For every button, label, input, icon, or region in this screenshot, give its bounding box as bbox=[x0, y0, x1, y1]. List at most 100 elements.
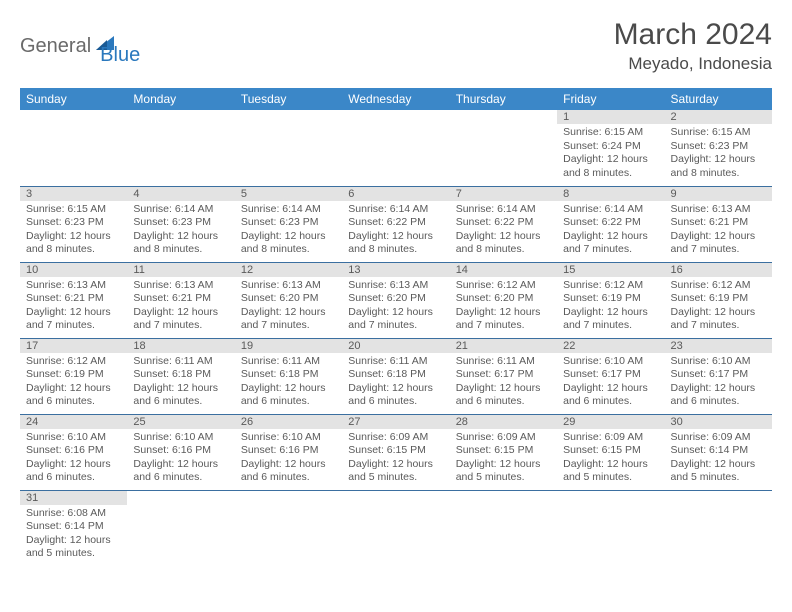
day-number: 28 bbox=[450, 415, 557, 429]
calendar-day-cell: 22Sunrise: 6:10 AMSunset: 6:17 PMDayligh… bbox=[557, 338, 664, 414]
location: Meyado, Indonesia bbox=[614, 54, 772, 74]
day-details: Sunrise: 6:11 AMSunset: 6:18 PMDaylight:… bbox=[342, 353, 449, 414]
calendar-week-row: 24Sunrise: 6:10 AMSunset: 6:16 PMDayligh… bbox=[20, 414, 772, 490]
calendar-day-cell: 21Sunrise: 6:11 AMSunset: 6:17 PMDayligh… bbox=[450, 338, 557, 414]
day-number: 8 bbox=[557, 187, 664, 201]
title-block: March 2024 Meyado, Indonesia bbox=[614, 18, 772, 74]
calendar-day-cell: 5Sunrise: 6:14 AMSunset: 6:23 PMDaylight… bbox=[235, 186, 342, 262]
calendar-day-cell: 27Sunrise: 6:09 AMSunset: 6:15 PMDayligh… bbox=[342, 414, 449, 490]
calendar-day-cell bbox=[235, 490, 342, 566]
calendar-day-cell: 13Sunrise: 6:13 AMSunset: 6:20 PMDayligh… bbox=[342, 262, 449, 338]
calendar-week-row: 3Sunrise: 6:15 AMSunset: 6:23 PMDaylight… bbox=[20, 186, 772, 262]
day-details: Sunrise: 6:13 AMSunset: 6:20 PMDaylight:… bbox=[235, 277, 342, 338]
calendar-day-cell: 26Sunrise: 6:10 AMSunset: 6:16 PMDayligh… bbox=[235, 414, 342, 490]
weekday-header: Friday bbox=[557, 88, 664, 110]
calendar-day-cell bbox=[450, 490, 557, 566]
day-number: 16 bbox=[665, 263, 772, 277]
calendar-day-cell: 29Sunrise: 6:09 AMSunset: 6:15 PMDayligh… bbox=[557, 414, 664, 490]
calendar-day-cell: 15Sunrise: 6:12 AMSunset: 6:19 PMDayligh… bbox=[557, 262, 664, 338]
day-details: Sunrise: 6:14 AMSunset: 6:23 PMDaylight:… bbox=[127, 201, 234, 262]
day-number: 1 bbox=[557, 110, 664, 124]
day-number: 10 bbox=[20, 263, 127, 277]
day-number: 22 bbox=[557, 339, 664, 353]
day-details: Sunrise: 6:09 AMSunset: 6:15 PMDaylight:… bbox=[557, 429, 664, 490]
day-number: 14 bbox=[450, 263, 557, 277]
day-details: Sunrise: 6:11 AMSunset: 6:18 PMDaylight:… bbox=[235, 353, 342, 414]
header: General Blue March 2024 Meyado, Indonesi… bbox=[20, 18, 772, 74]
calendar-week-row: 31Sunrise: 6:08 AMSunset: 6:14 PMDayligh… bbox=[20, 490, 772, 566]
weekday-header-row: SundayMondayTuesdayWednesdayThursdayFrid… bbox=[20, 88, 772, 110]
calendar-day-cell bbox=[450, 110, 557, 186]
day-details: Sunrise: 6:12 AMSunset: 6:20 PMDaylight:… bbox=[450, 277, 557, 338]
logo: General Blue bbox=[20, 18, 140, 67]
day-details: Sunrise: 6:08 AMSunset: 6:14 PMDaylight:… bbox=[20, 505, 127, 566]
calendar-day-cell: 14Sunrise: 6:12 AMSunset: 6:20 PMDayligh… bbox=[450, 262, 557, 338]
day-number: 15 bbox=[557, 263, 664, 277]
day-number: 21 bbox=[450, 339, 557, 353]
calendar-day-cell: 16Sunrise: 6:12 AMSunset: 6:19 PMDayligh… bbox=[665, 262, 772, 338]
calendar-day-cell: 1Sunrise: 6:15 AMSunset: 6:24 PMDaylight… bbox=[557, 110, 664, 186]
day-number: 23 bbox=[665, 339, 772, 353]
day-details: Sunrise: 6:14 AMSunset: 6:22 PMDaylight:… bbox=[342, 201, 449, 262]
calendar-day-cell: 25Sunrise: 6:10 AMSunset: 6:16 PMDayligh… bbox=[127, 414, 234, 490]
day-number: 20 bbox=[342, 339, 449, 353]
day-number: 31 bbox=[20, 491, 127, 505]
day-number: 18 bbox=[127, 339, 234, 353]
calendar-week-row: 17Sunrise: 6:12 AMSunset: 6:19 PMDayligh… bbox=[20, 338, 772, 414]
calendar-day-cell bbox=[20, 110, 127, 186]
day-number: 5 bbox=[235, 187, 342, 201]
logo-text-blue: Blue bbox=[100, 44, 140, 67]
day-number: 19 bbox=[235, 339, 342, 353]
calendar-day-cell: 7Sunrise: 6:14 AMSunset: 6:22 PMDaylight… bbox=[450, 186, 557, 262]
day-number: 13 bbox=[342, 263, 449, 277]
day-details: Sunrise: 6:14 AMSunset: 6:22 PMDaylight:… bbox=[557, 201, 664, 262]
calendar-day-cell: 19Sunrise: 6:11 AMSunset: 6:18 PMDayligh… bbox=[235, 338, 342, 414]
day-number: 30 bbox=[665, 415, 772, 429]
day-number: 17 bbox=[20, 339, 127, 353]
day-number: 9 bbox=[665, 187, 772, 201]
day-details: Sunrise: 6:10 AMSunset: 6:16 PMDaylight:… bbox=[127, 429, 234, 490]
day-details: Sunrise: 6:10 AMSunset: 6:17 PMDaylight:… bbox=[665, 353, 772, 414]
day-details: Sunrise: 6:11 AMSunset: 6:18 PMDaylight:… bbox=[127, 353, 234, 414]
day-number: 25 bbox=[127, 415, 234, 429]
day-number: 4 bbox=[127, 187, 234, 201]
calendar-day-cell bbox=[342, 490, 449, 566]
weekday-header: Saturday bbox=[665, 88, 772, 110]
day-number: 26 bbox=[235, 415, 342, 429]
day-details: Sunrise: 6:12 AMSunset: 6:19 PMDaylight:… bbox=[665, 277, 772, 338]
calendar-day-cell: 3Sunrise: 6:15 AMSunset: 6:23 PMDaylight… bbox=[20, 186, 127, 262]
calendar-day-cell: 10Sunrise: 6:13 AMSunset: 6:21 PMDayligh… bbox=[20, 262, 127, 338]
day-number: 6 bbox=[342, 187, 449, 201]
day-details: Sunrise: 6:13 AMSunset: 6:20 PMDaylight:… bbox=[342, 277, 449, 338]
weekday-header: Monday bbox=[127, 88, 234, 110]
day-details: Sunrise: 6:10 AMSunset: 6:17 PMDaylight:… bbox=[557, 353, 664, 414]
day-details: Sunrise: 6:13 AMSunset: 6:21 PMDaylight:… bbox=[665, 201, 772, 262]
calendar-day-cell bbox=[127, 110, 234, 186]
calendar-table: SundayMondayTuesdayWednesdayThursdayFrid… bbox=[20, 88, 772, 566]
day-details: Sunrise: 6:13 AMSunset: 6:21 PMDaylight:… bbox=[127, 277, 234, 338]
day-number: 24 bbox=[20, 415, 127, 429]
day-number: 11 bbox=[127, 263, 234, 277]
calendar-body: 1Sunrise: 6:15 AMSunset: 6:24 PMDaylight… bbox=[20, 110, 772, 566]
weekday-header: Wednesday bbox=[342, 88, 449, 110]
calendar-day-cell: 12Sunrise: 6:13 AMSunset: 6:20 PMDayligh… bbox=[235, 262, 342, 338]
day-details: Sunrise: 6:10 AMSunset: 6:16 PMDaylight:… bbox=[20, 429, 127, 490]
day-details: Sunrise: 6:09 AMSunset: 6:15 PMDaylight:… bbox=[450, 429, 557, 490]
calendar-day-cell: 17Sunrise: 6:12 AMSunset: 6:19 PMDayligh… bbox=[20, 338, 127, 414]
calendar-day-cell bbox=[235, 110, 342, 186]
day-details: Sunrise: 6:12 AMSunset: 6:19 PMDaylight:… bbox=[557, 277, 664, 338]
calendar-day-cell: 31Sunrise: 6:08 AMSunset: 6:14 PMDayligh… bbox=[20, 490, 127, 566]
day-details: Sunrise: 6:13 AMSunset: 6:21 PMDaylight:… bbox=[20, 277, 127, 338]
logo-text-general: General bbox=[20, 35, 91, 58]
calendar-week-row: 10Sunrise: 6:13 AMSunset: 6:21 PMDayligh… bbox=[20, 262, 772, 338]
calendar-day-cell bbox=[127, 490, 234, 566]
calendar-day-cell: 4Sunrise: 6:14 AMSunset: 6:23 PMDaylight… bbox=[127, 186, 234, 262]
calendar-week-row: 1Sunrise: 6:15 AMSunset: 6:24 PMDaylight… bbox=[20, 110, 772, 186]
day-number: 2 bbox=[665, 110, 772, 124]
day-details: Sunrise: 6:11 AMSunset: 6:17 PMDaylight:… bbox=[450, 353, 557, 414]
calendar-day-cell: 8Sunrise: 6:14 AMSunset: 6:22 PMDaylight… bbox=[557, 186, 664, 262]
calendar-day-cell: 6Sunrise: 6:14 AMSunset: 6:22 PMDaylight… bbox=[342, 186, 449, 262]
calendar-day-cell bbox=[557, 490, 664, 566]
calendar-day-cell: 30Sunrise: 6:09 AMSunset: 6:14 PMDayligh… bbox=[665, 414, 772, 490]
calendar-day-cell: 23Sunrise: 6:10 AMSunset: 6:17 PMDayligh… bbox=[665, 338, 772, 414]
